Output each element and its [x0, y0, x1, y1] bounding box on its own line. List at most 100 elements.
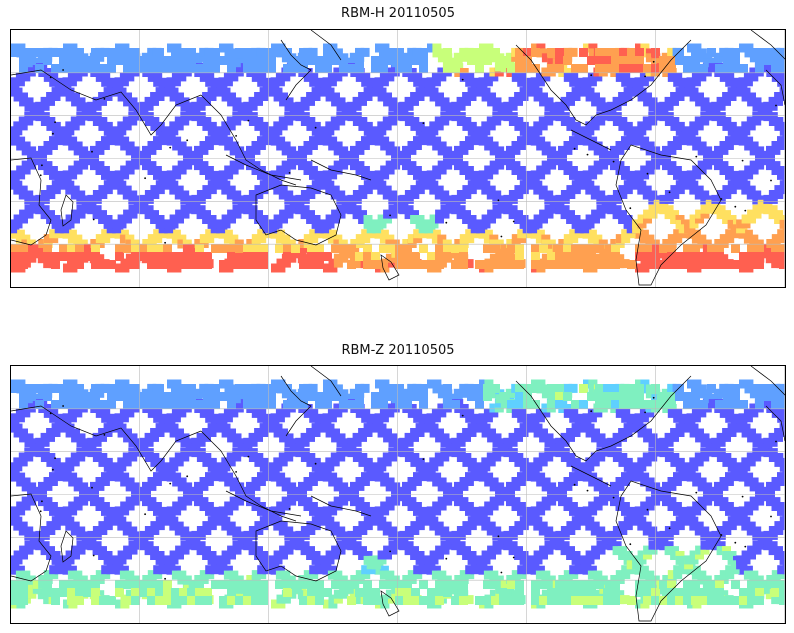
- swath-pixel: [684, 219, 694, 229]
- swath-pixel: [355, 48, 364, 57]
- swath-pixel: [722, 210, 731, 220]
- swath-pixel: [150, 215, 160, 224]
- swath-pixel: [235, 584, 245, 594]
- swath-pixel: [582, 565, 592, 575]
- swath-pixel: [388, 447, 398, 457]
- swath-pixel: [109, 175, 119, 185]
- swath-pixel: [547, 252, 556, 261]
- swath-pixel: [607, 199, 617, 209]
- swath-pixel: [352, 112, 362, 122]
- swath-pixel: [199, 383, 209, 393]
- swath-pixel: [109, 511, 119, 521]
- swath-pixel: [73, 501, 83, 511]
- swath-pixel: [235, 160, 245, 170]
- swath-pixel: [169, 219, 179, 229]
- swath-pixel: [70, 526, 80, 536]
- swath-pixel: [83, 64, 92, 73]
- swath-pixel: [246, 239, 256, 248]
- swath-pixel: [43, 252, 52, 261]
- swath-pixel: [240, 486, 250, 496]
- swath-pixel: [18, 452, 28, 462]
- swath-pixel: [777, 170, 785, 180]
- swath-pixel: [279, 92, 288, 102]
- swath-pixel: [336, 97, 346, 107]
- swath-pixel: [325, 87, 335, 97]
- swath-pixel: [179, 64, 188, 73]
- swath-pixel: [533, 185, 543, 195]
- swath-pixel: [71, 209, 81, 219]
- swath-pixel: [691, 72, 701, 82]
- swath-pixel: [257, 472, 266, 482]
- swath-pixel: [207, 428, 217, 437]
- swath-pixel: [325, 92, 335, 102]
- swath-pixel: [158, 82, 168, 92]
- swath-pixel: [142, 161, 151, 171]
- swath-pixel: [283, 252, 292, 261]
- island: [590, 74, 593, 77]
- swath-pixel: [475, 260, 484, 269]
- swath-pixel: [336, 102, 346, 112]
- swath-pixel: [675, 215, 685, 224]
- swath-pixel: [730, 224, 740, 234]
- swath-pixel: [98, 185, 108, 195]
- swath-pixel: [675, 180, 685, 190]
- swath-pixel: [315, 64, 324, 73]
- swath-pixel: [601, 204, 611, 214]
- swath-pixel: [377, 555, 387, 565]
- swath-pixel: [300, 541, 310, 551]
- swath-pixel: [254, 526, 264, 535]
- swath-pixel: [309, 77, 319, 87]
- swath-pixel: [270, 175, 280, 185]
- swath-pixel: [713, 57, 723, 67]
- swath-pixel: [40, 541, 50, 551]
- swath-pixel: [434, 116, 444, 126]
- swath-pixel: [459, 252, 468, 261]
- swath-pixel: [591, 92, 600, 102]
- swath-pixel: [374, 413, 384, 423]
- swath-pixel: [54, 418, 64, 428]
- swath-pixel: [48, 502, 58, 511]
- swath-pixel: [81, 102, 91, 112]
- swath-pixel: [440, 102, 450, 112]
- swath-pixel: [57, 131, 67, 141]
- swath-pixel: [385, 258, 395, 268]
- swath-pixel: [295, 443, 305, 453]
- swath-pixel: [257, 170, 266, 180]
- swath-pixel: [481, 219, 491, 229]
- swath-pixel: [539, 214, 548, 224]
- swath-pixel: [611, 56, 620, 65]
- swath-pixel: [410, 526, 420, 535]
- swath-pixel: [640, 170, 650, 180]
- swath-pixel: [59, 56, 68, 65]
- swath-pixel: [82, 107, 91, 117]
- swath-pixel: [259, 462, 269, 472]
- swath-pixel: [87, 443, 97, 453]
- swath-pixel: [437, 146, 447, 156]
- swath-pixel: [568, 383, 578, 393]
- swath-pixel: [76, 452, 86, 462]
- swath-pixel: [531, 260, 540, 269]
- swath-pixel: [415, 180, 425, 190]
- swath-pixel: [547, 155, 557, 165]
- swath-pixel: [653, 204, 663, 214]
- swath-pixel: [505, 57, 515, 67]
- swath-pixel: [424, 555, 434, 565]
- swath-pixel: [429, 555, 439, 565]
- swath-pixel: [662, 150, 671, 160]
- swath-pixel: [224, 472, 234, 482]
- swath-pixel: [142, 481, 151, 491]
- swath-pixel: [180, 195, 190, 205]
- swath-pixel: [139, 437, 149, 447]
- swath-pixel: [424, 87, 434, 97]
- swath-pixel: [379, 229, 389, 239]
- swath-pixel: [421, 180, 431, 190]
- swath-pixel: [84, 150, 94, 160]
- swath-pixel: [226, 452, 236, 462]
- swath-pixel: [431, 77, 441, 87]
- swath-pixel: [298, 497, 307, 507]
- swath-pixel: [298, 492, 307, 502]
- swath-pixel: [699, 260, 708, 269]
- swath-pixel: [415, 126, 425, 136]
- swath-pixel: [659, 205, 669, 215]
- swath-pixel: [366, 565, 376, 575]
